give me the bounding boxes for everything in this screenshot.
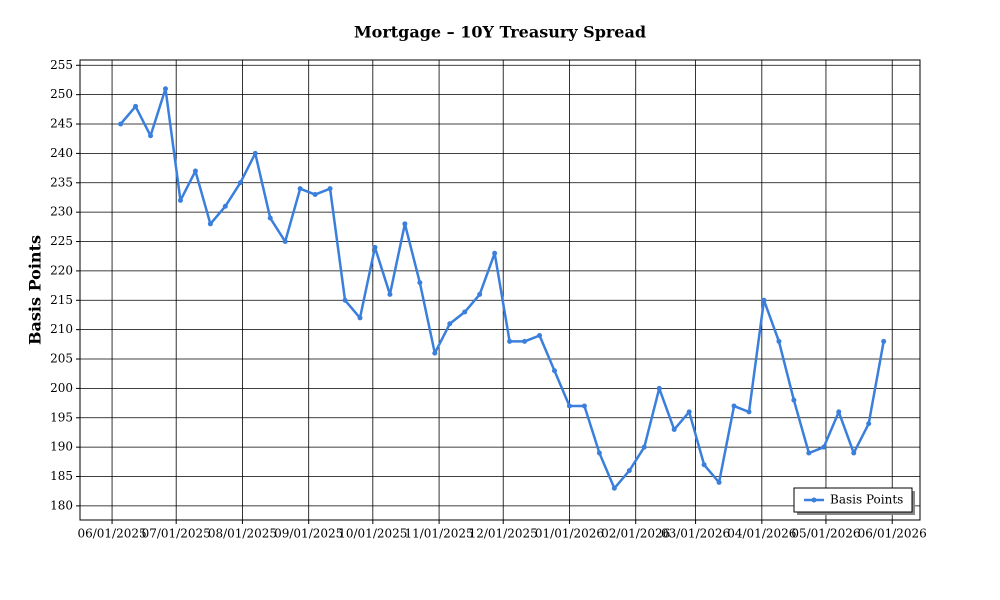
data-point [148, 133, 154, 139]
data-point [761, 297, 767, 303]
y-axis-label: Basis Points [26, 235, 45, 345]
legend: Basis Points [793, 487, 915, 515]
y-tick-label: 225 [50, 234, 73, 248]
data-point [237, 180, 243, 186]
data-point [192, 168, 198, 174]
x-tick-label: 06/01/2025 [77, 527, 146, 541]
data-point [776, 338, 782, 344]
data-point [626, 468, 632, 474]
y-tick-label: 220 [50, 263, 73, 277]
data-point [507, 338, 513, 344]
y-tick-label: 250 [50, 87, 73, 101]
data-point [552, 368, 558, 374]
series-line [119, 87, 885, 490]
data-point [177, 197, 183, 203]
data-point [402, 221, 408, 227]
data-point [537, 333, 543, 339]
data-point [671, 427, 677, 433]
data-point [252, 150, 258, 156]
data-point [312, 192, 318, 198]
data-point [207, 221, 213, 227]
chart-title: Mortgage – 10Y Treasury Spread [354, 23, 646, 42]
y-tick-label: 235 [50, 175, 73, 189]
data-point [731, 403, 737, 409]
legend-marker [811, 497, 817, 503]
data-point [566, 403, 572, 409]
x-tick-label: 11/01/2025 [404, 527, 473, 541]
data-point [641, 444, 647, 450]
data-point [282, 239, 288, 245]
data-point [447, 321, 453, 327]
data-point [118, 121, 124, 127]
data-point [686, 409, 692, 415]
y-tick-label: 230 [50, 205, 73, 219]
y-tick-label: 240 [50, 146, 73, 160]
data-point [656, 385, 662, 391]
y-tick-label: 210 [50, 322, 73, 336]
data-point [222, 203, 228, 209]
data-point [387, 291, 393, 297]
x-tick-label: 09/01/2025 [274, 527, 343, 541]
data-point [462, 309, 468, 315]
data-point [432, 350, 438, 356]
data-point [746, 409, 752, 415]
y-tick-label: 185 [50, 469, 73, 483]
data-point [297, 186, 303, 192]
legend-label: Basis Points [830, 493, 903, 507]
data-point [611, 485, 617, 491]
data-point [133, 103, 139, 109]
data-point [881, 338, 887, 344]
data-point [372, 244, 378, 250]
data-point [716, 479, 722, 485]
data-point [596, 450, 602, 456]
y-tick-label: 245 [50, 117, 73, 131]
y-tick-label: 200 [50, 381, 73, 395]
data-point [581, 403, 587, 409]
plot-frame [79, 59, 921, 521]
y-tick-label: 190 [50, 440, 73, 454]
data-point [492, 250, 498, 256]
data-point [417, 280, 423, 286]
data-point [851, 450, 857, 456]
data-point [836, 409, 842, 415]
data-point [327, 186, 333, 192]
x-tick-label: 03/01/2026 [661, 527, 730, 541]
x-tick-label: 08/01/2025 [208, 527, 277, 541]
y-tick-label: 195 [50, 410, 73, 424]
data-point [477, 291, 483, 297]
y-tick-label: 180 [50, 498, 73, 512]
data-point [162, 86, 168, 92]
x-tick-label: 06/01/2026 [858, 527, 927, 541]
data-point [791, 397, 797, 403]
data-point [821, 444, 827, 450]
data-point [357, 315, 363, 321]
data-point [866, 421, 872, 427]
x-tick-label: 07/01/2025 [142, 527, 211, 541]
y-tick-label: 255 [50, 58, 73, 72]
data-point [701, 462, 707, 468]
x-tick-label: 01/01/2026 [535, 527, 604, 541]
data-point [267, 215, 273, 221]
y-tick-label: 215 [50, 293, 73, 307]
x-tick-label: 04/01/2026 [727, 527, 796, 541]
x-tick-label: 12/01/2025 [469, 527, 538, 541]
data-point [342, 297, 348, 303]
x-tick-label: 05/01/2026 [791, 527, 860, 541]
x-tick-label: 02/01/2026 [601, 527, 670, 541]
y-tick-label: 205 [50, 352, 73, 366]
data-point [806, 450, 812, 456]
x-tick-label: 10/01/2025 [338, 527, 407, 541]
data-point [522, 338, 528, 344]
